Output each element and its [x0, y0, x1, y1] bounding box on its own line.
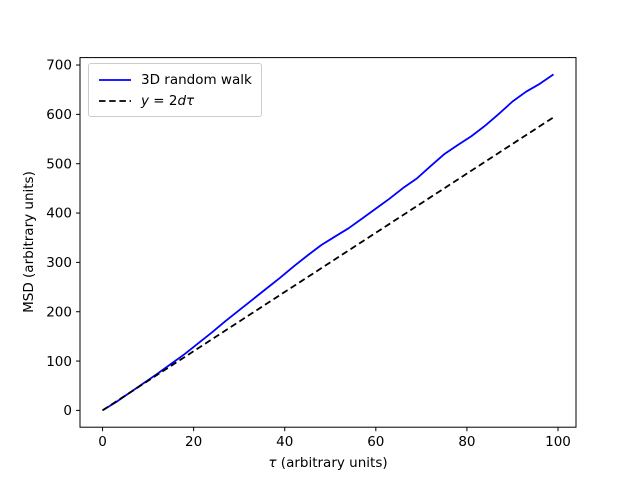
- y-tick-label: 300: [46, 255, 72, 271]
- series-line-0: [102, 73, 555, 412]
- y-tick-label: 200: [46, 304, 72, 320]
- x-tick-label: 20: [185, 434, 202, 450]
- x-axis-label-rest: (arbitrary units): [276, 455, 388, 471]
- x-tick-label: 0: [98, 434, 107, 450]
- y-tick-label: 400: [46, 206, 72, 222]
- y-tick-label: 500: [46, 156, 72, 172]
- y-tick-label: 0: [63, 403, 72, 419]
- x-tick-label: 100: [545, 434, 571, 450]
- axes-frame: [79, 57, 577, 428]
- x-tick-label: 60: [367, 434, 384, 450]
- x-axis-label: τ (arbitrary units): [268, 455, 387, 471]
- x-tick-label: 80: [458, 434, 475, 450]
- legend-item-random-walk: 3D random walk: [98, 69, 252, 90]
- legend-item-theory: y = 2dτ: [98, 90, 252, 111]
- legend-solid-line-sample: [99, 78, 131, 81]
- series-line-1: [102, 116, 554, 412]
- y-tick-label: 100: [46, 354, 72, 370]
- legend-label-random-walk: 3D random walk: [141, 71, 252, 88]
- legend-label-theory: y = 2dτ: [141, 92, 195, 109]
- legend-dashed-line-sample: [99, 99, 131, 102]
- y-tick-label: 600: [46, 107, 72, 123]
- legend: 3D random walk y = 2dτ: [88, 63, 262, 117]
- x-axis-label-tau: τ: [268, 455, 277, 471]
- x-tick-label: 40: [276, 434, 293, 450]
- y-tick-label: 700: [46, 58, 72, 74]
- y-axis-label: MSD (arbitrary units): [21, 171, 37, 313]
